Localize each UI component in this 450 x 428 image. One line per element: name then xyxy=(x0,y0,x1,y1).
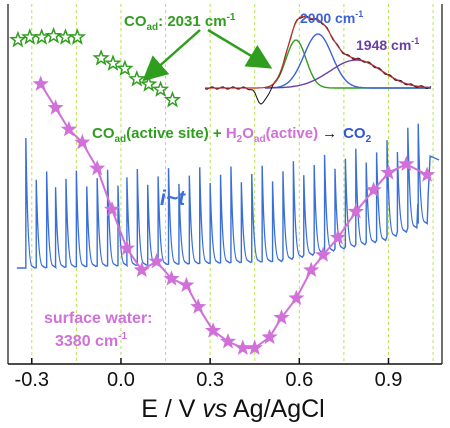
co-point-4 xyxy=(56,28,75,45)
x-axis-title: E / V vs Ag/AgCl xyxy=(141,395,324,423)
water-point-1 xyxy=(47,99,64,115)
current-line xyxy=(16,123,440,270)
water-point-18 xyxy=(288,289,305,306)
it-label: i~t xyxy=(160,187,186,210)
co-series xyxy=(9,26,182,108)
co-point-6 xyxy=(92,49,110,66)
co-point-2 xyxy=(32,28,51,45)
x-tick-label-0: -0.3 xyxy=(15,369,49,391)
water-point-13 xyxy=(219,333,237,349)
water-point-5 xyxy=(104,201,121,217)
water-point-12 xyxy=(205,322,222,338)
water-point-26 xyxy=(419,166,436,182)
x-tick-label-2: 0.3 xyxy=(196,369,224,391)
co-point-11 xyxy=(151,80,170,97)
water-point-7 xyxy=(133,261,150,277)
axes xyxy=(7,4,443,365)
water-point-21 xyxy=(329,229,346,245)
water-point-25 xyxy=(398,155,415,171)
water-point-0 xyxy=(32,75,49,91)
co-point-3 xyxy=(44,26,63,44)
water-point-14 xyxy=(234,339,251,355)
co-label: COad: 2031 cm-1 xyxy=(124,12,236,33)
co-point-12 xyxy=(163,90,182,108)
co-arrow-left xyxy=(142,29,201,82)
water-point-11 xyxy=(190,298,207,314)
peak-1948-label: 1948 cm-1 xyxy=(356,36,419,53)
inset-component-2000 xyxy=(264,33,431,89)
annotations: COad: 2031 cm-1 2000 cm-1 1948 cm-1 COad… xyxy=(44,9,419,423)
water-point-9 xyxy=(163,270,180,286)
co-point-8 xyxy=(116,59,134,77)
water-point-8 xyxy=(148,252,165,269)
co-point-10 xyxy=(139,75,158,92)
inset-fit xyxy=(205,15,432,89)
co-point-1 xyxy=(21,28,39,45)
reaction-label: COad(active site) + H2Oad(active) → CO2 xyxy=(92,125,372,145)
ir-inset xyxy=(204,15,432,105)
x-tick-label-1: 0.0 xyxy=(107,369,135,391)
x-tick-label-3: 0.6 xyxy=(285,369,313,391)
x-tick-label-4: 0.9 xyxy=(375,369,403,391)
co-point-7 xyxy=(104,54,122,71)
water-point-2 xyxy=(60,120,77,137)
water-point-22 xyxy=(347,203,364,219)
water-point-3 xyxy=(74,133,91,150)
water-point-16 xyxy=(261,328,278,345)
water-point-19 xyxy=(303,261,320,277)
water-point-20 xyxy=(315,246,332,262)
water-series xyxy=(32,75,436,355)
co-point-9 xyxy=(128,69,146,87)
water-point-23 xyxy=(365,181,382,197)
water-point-6 xyxy=(118,240,135,256)
water-point-24 xyxy=(380,164,397,180)
peak-2000-label: 2000 cm-1 xyxy=(300,9,363,26)
water-label-line1: surface water: xyxy=(44,310,153,327)
inset-raw-spectrum xyxy=(204,15,432,105)
co-point-5 xyxy=(68,28,87,45)
water-point-10 xyxy=(178,276,195,293)
co-point-0 xyxy=(9,30,27,48)
co-arrow-right xyxy=(207,28,273,69)
water-point-15 xyxy=(246,339,263,355)
water-point-17 xyxy=(273,309,290,325)
x-ticks: -0.3 0.0 0.3 0.6 0.9 xyxy=(15,358,403,391)
water-label-line2: 3380 cm-1 xyxy=(55,331,128,350)
water-point-4 xyxy=(89,159,106,176)
current-trace xyxy=(16,123,440,270)
